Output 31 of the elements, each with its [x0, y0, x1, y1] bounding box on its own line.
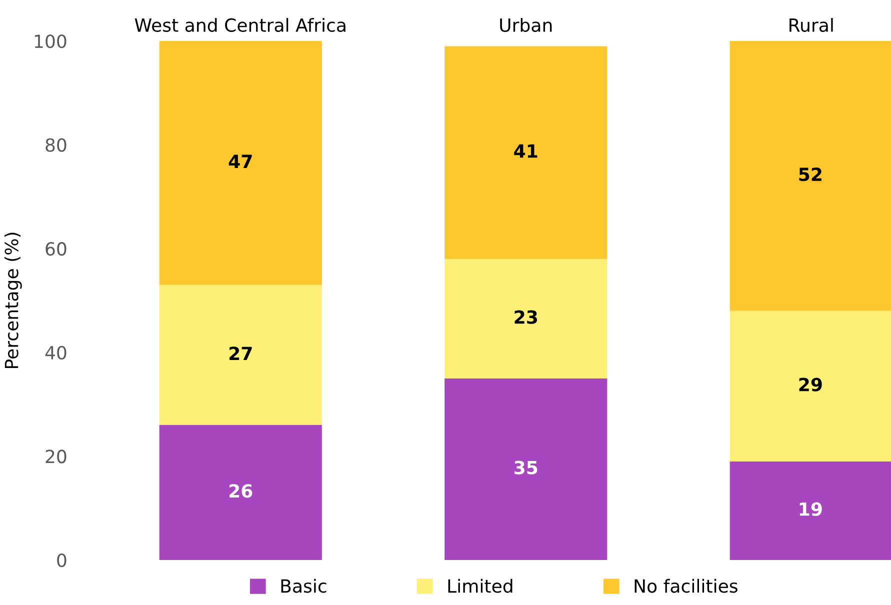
y-tick-label: 0 [57, 553, 66, 568]
y-tick-label: 20 [46, 450, 66, 464]
bar [444, 378, 608, 560]
x-tick-label: West and Central Africa [134, 18, 346, 32]
data-label: 52 [799, 168, 822, 182]
y-axis-title: Percentage (%) [4, 232, 22, 368]
data-label: 47 [228, 154, 252, 168]
y-tick-label: 40 [45, 346, 66, 360]
legend-label: No facilities [634, 578, 738, 593]
bar [730, 461, 891, 560]
data-label: 41 [514, 144, 538, 158]
bar [730, 310, 891, 462]
x-tick-label: Urban [500, 18, 552, 32]
bar [444, 46, 608, 259]
data-label: 29 [799, 378, 822, 392]
bar [159, 425, 322, 560]
legend-label: Basic [281, 578, 326, 593]
x-tick-label: Rural [790, 18, 833, 32]
bar [444, 258, 608, 378]
y-tick-label: 60 [46, 242, 66, 256]
data-label: 26 [229, 484, 252, 498]
bar [159, 41, 322, 285]
y-tick-label: 100 [34, 34, 66, 48]
data-label: 23 [514, 310, 538, 324]
y-tick-label: 80 [46, 138, 66, 152]
data-label: 19 [800, 502, 822, 516]
data-label: 35 [514, 460, 538, 474]
bar [159, 284, 322, 426]
legend-label: Limited [448, 578, 512, 593]
bar [730, 41, 891, 311]
data-label: 27 [229, 346, 252, 360]
